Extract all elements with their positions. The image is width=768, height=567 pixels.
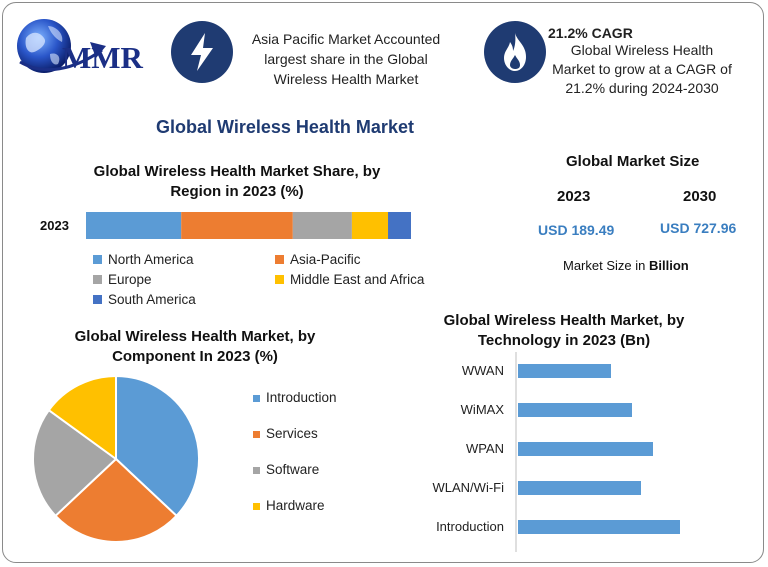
- technology-chart-title: Global Wireless Health Market, by Techno…: [428, 311, 700, 351]
- legend-item-middle-east-and-africa: Middle East and Africa: [275, 272, 424, 287]
- region-chart-title-text: Global Wireless Health Market Share, by …: [93, 163, 381, 200]
- region-chart-title: Global Wireless Health Market Share, by …: [80, 162, 394, 202]
- bar-wimax: [518, 403, 632, 417]
- legend-item-hardware: Hardware: [253, 498, 325, 513]
- legend-item-asia-pacific: Asia-Pacific: [275, 252, 361, 267]
- pie-slice-services: [54, 457, 178, 543]
- tick-label-wpan: WPAN: [466, 441, 504, 456]
- legend-swatch: [253, 503, 260, 510]
- logo-text: MMR: [62, 40, 143, 75]
- bar-europe: [292, 212, 352, 239]
- mmr-logo: MMR: [14, 10, 164, 88]
- legend-item-north-america: North America: [93, 252, 194, 267]
- legend-swatch: [275, 255, 284, 264]
- lightning-bolt-icon: [171, 21, 233, 83]
- legend-label: Services: [266, 426, 318, 441]
- legend-item-services: Services: [253, 426, 318, 441]
- legend-swatch: [93, 275, 102, 284]
- legend-item-software: Software: [253, 462, 319, 477]
- bar-wpan: [518, 442, 653, 456]
- technology-chart-title-text: Global Wireless Health Market, by Techno…: [443, 312, 685, 349]
- legend-item-europe: Europe: [93, 272, 152, 287]
- market-size-title: Global Market Size: [566, 153, 700, 170]
- legend-swatch: [253, 467, 260, 474]
- market-size-unit-note: Market Size in Billion: [563, 258, 689, 273]
- market-size-note-prefix: Market Size in: [563, 258, 649, 273]
- legend-swatch: [93, 255, 102, 264]
- market-size-value-2023: USD 189.49: [538, 222, 615, 238]
- component-chart-title-text: Global Wireless Health Market, by Compon…: [74, 328, 316, 365]
- market-size-year-2030: 2030: [683, 188, 717, 205]
- bar-wlan-wi-fi: [518, 481, 641, 495]
- legend-swatch: [275, 275, 284, 284]
- legend-item-introduction: Introduction: [253, 390, 337, 405]
- tick-label-wwan: WWAN: [462, 363, 504, 378]
- bar-south-america: [388, 212, 411, 239]
- region-stacked-bar-chart: 2023: [40, 212, 411, 239]
- legend-label: North America: [108, 252, 194, 267]
- market-size-value-2030: USD 727.96: [660, 220, 737, 236]
- pie-slice-software: [32, 408, 118, 518]
- highlight-asia-pacific-text: Asia Pacific Market Accounted largest sh…: [251, 31, 441, 87]
- tick-label-wimax: WiMAX: [461, 402, 505, 417]
- legend-label: Software: [266, 462, 320, 477]
- pie-slice-hardware: [47, 374, 117, 461]
- globe-icon: [17, 19, 106, 73]
- bar-wwan: [518, 364, 611, 378]
- highlight-cagr-text: Global Wireless Health Market to grow at…: [552, 42, 732, 96]
- market-size-year-2023: 2023: [557, 188, 591, 205]
- bar-introduction: [518, 520, 680, 534]
- main-title: Global Wireless Health Market: [156, 117, 414, 137]
- component-pie-chart: [32, 374, 200, 543]
- pie-slice-introduction: [115, 374, 200, 518]
- legend-item-south-america: South America: [93, 292, 196, 307]
- tick-label-wlan-wi-fi: WLAN/Wi-Fi: [433, 480, 505, 495]
- bar-middle-east-and-africa: [351, 212, 389, 239]
- bar-asia-pacific: [181, 212, 293, 239]
- tick-label-2023: 2023: [40, 218, 69, 233]
- tick-label-introduction: Introduction: [436, 519, 504, 534]
- component-chart-title: Global Wireless Health Market, by Compon…: [50, 327, 340, 367]
- market-size-note-unit: Billion: [648, 258, 689, 273]
- legend-label: South America: [108, 292, 196, 307]
- legend-label: Introduction: [266, 390, 337, 405]
- legend-label: Middle East and Africa: [290, 272, 425, 287]
- technology-bar-chart: WWAN WiMAX WPAN WLAN/Wi-Fi Introduction: [433, 352, 680, 552]
- cagr-title: 21.2% CAGR: [548, 25, 633, 41]
- flame-icon: [484, 21, 546, 83]
- legend-swatch: [93, 295, 102, 304]
- bar-north-america: [86, 212, 182, 239]
- legend-swatch: [253, 395, 260, 402]
- legend-label: Europe: [108, 272, 152, 287]
- legend-swatch: [253, 431, 260, 438]
- legend-label: Asia-Pacific: [290, 252, 361, 267]
- legend-label: Hardware: [266, 498, 325, 513]
